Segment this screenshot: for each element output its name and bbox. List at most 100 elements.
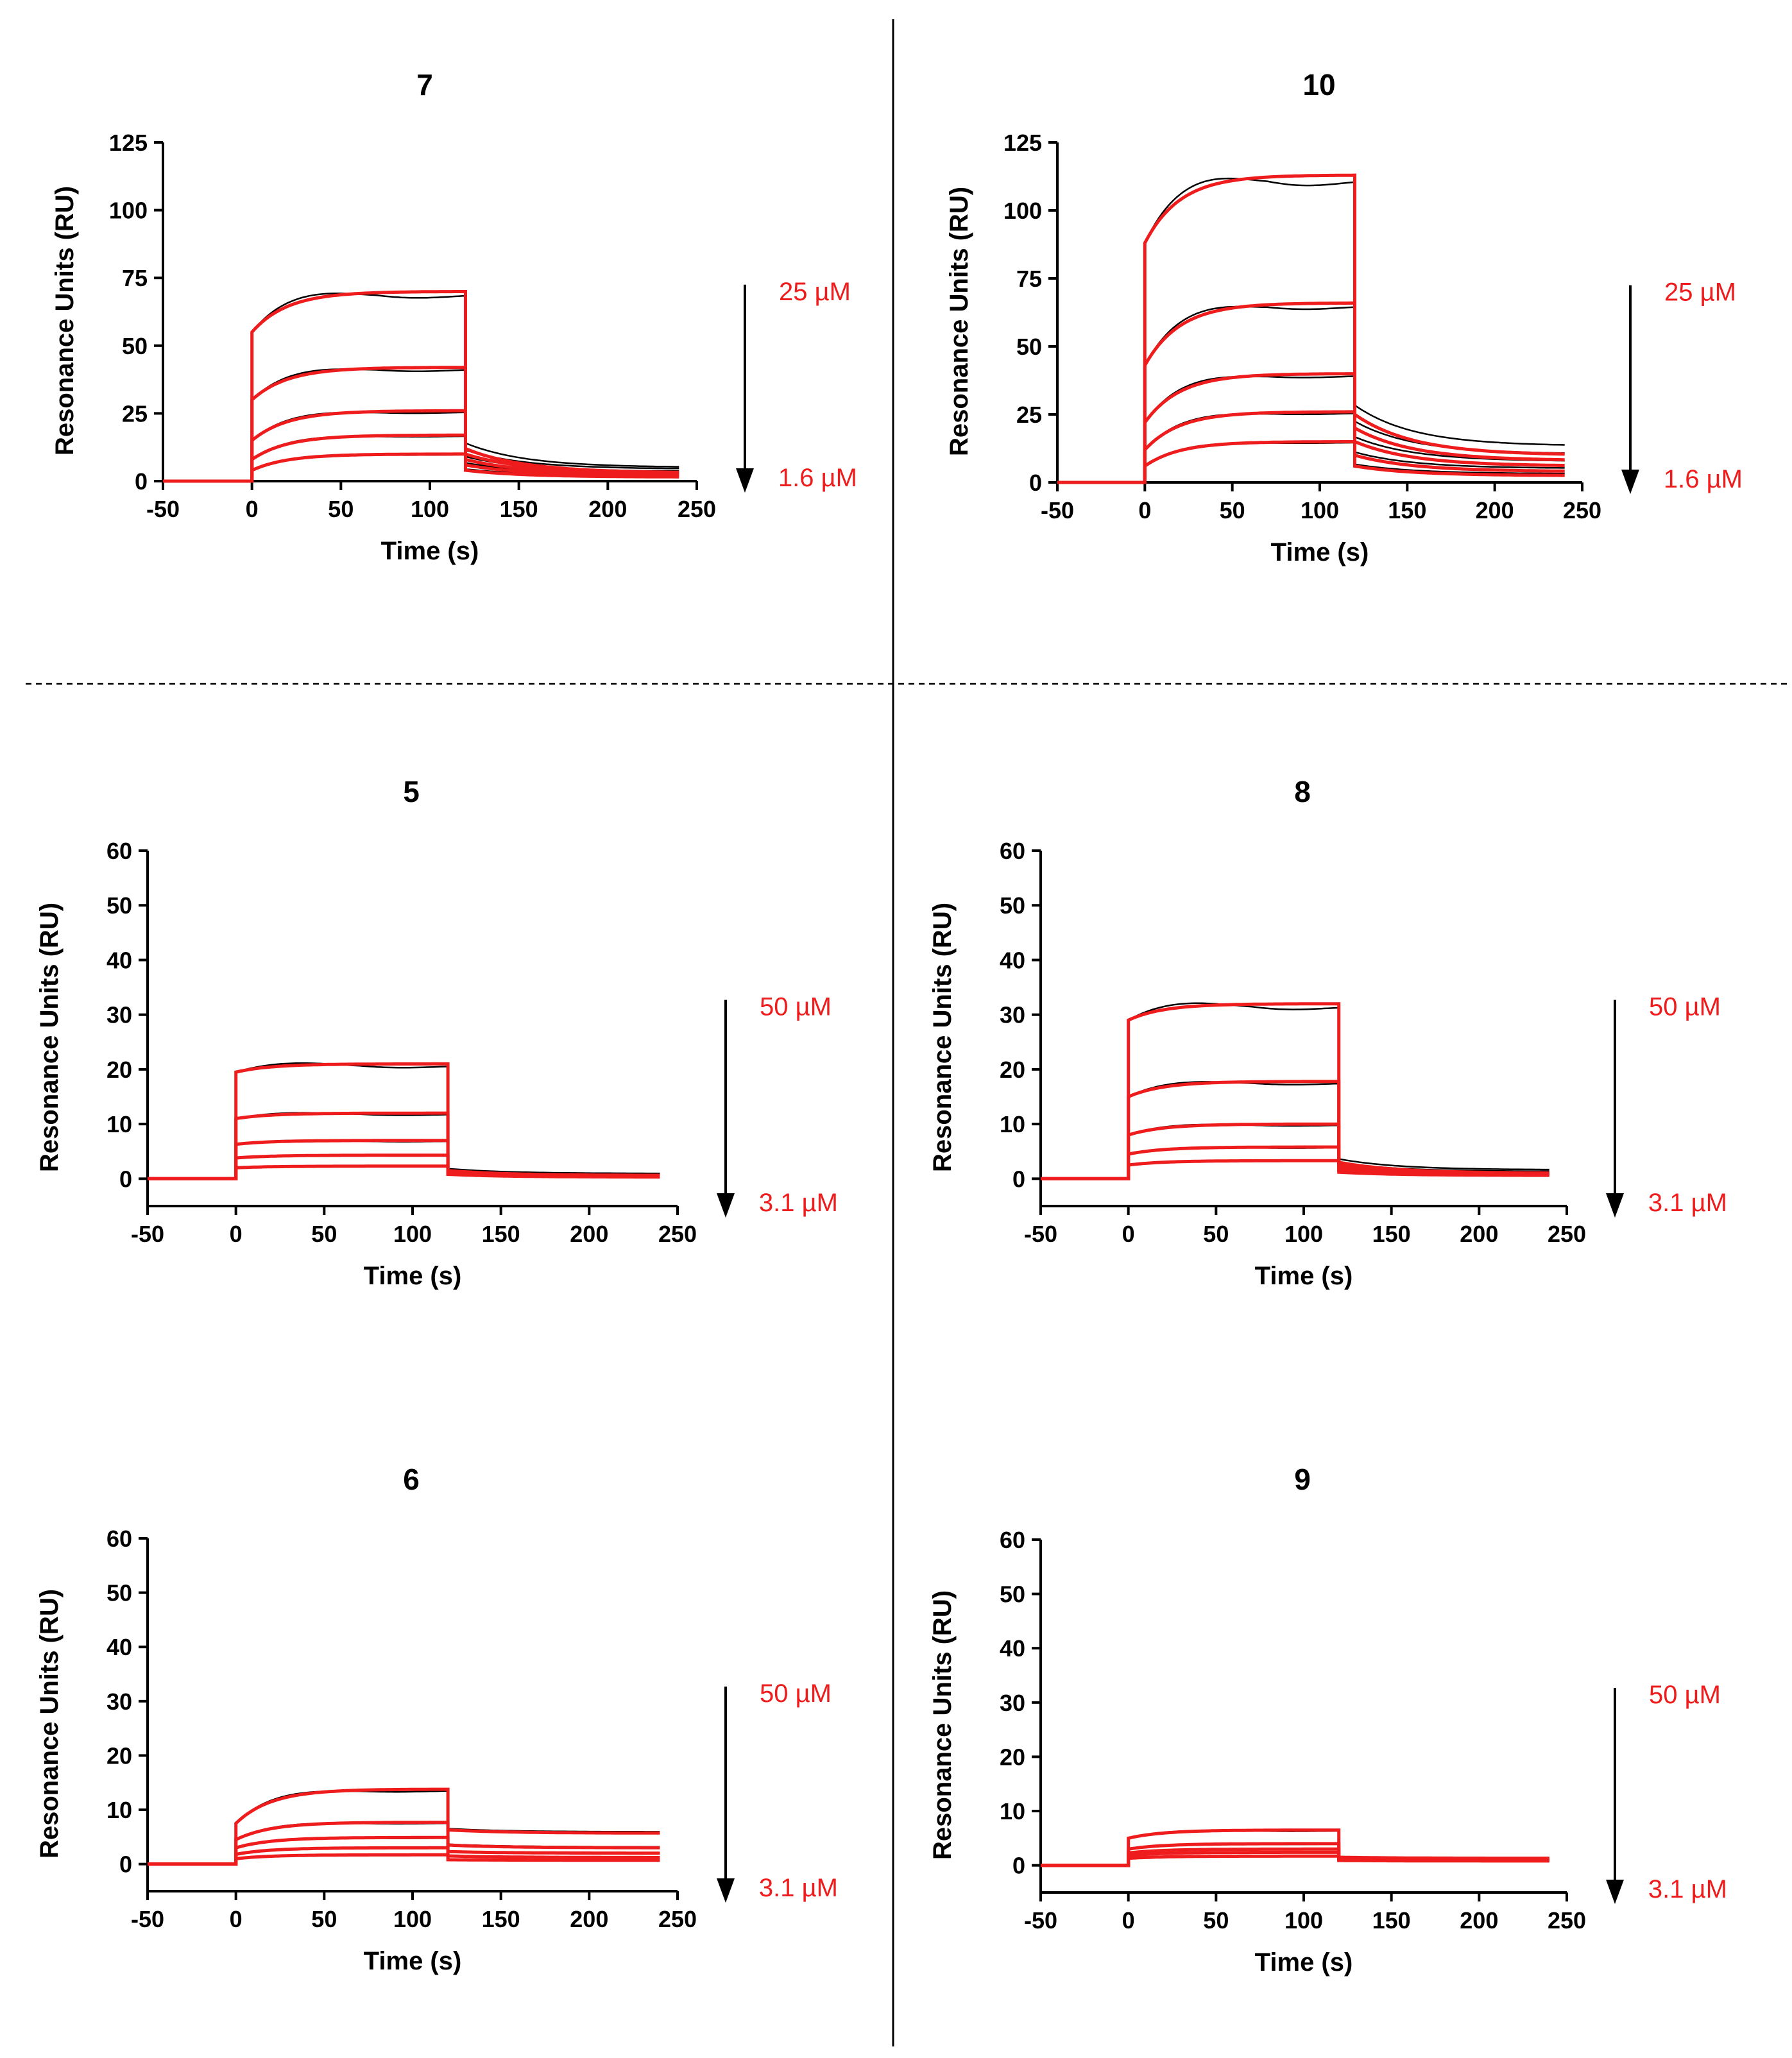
x-tick-label: 0: [246, 496, 259, 522]
y-tick-label: 100: [109, 198, 148, 224]
x-tick-label: 200: [1476, 497, 1514, 523]
panel-title: 5: [403, 775, 420, 808]
panel-title: 7: [416, 68, 433, 101]
conc-high-label: 50 µM: [760, 993, 832, 1021]
x-tick-label: 50: [311, 1906, 337, 1932]
y-tick-label: 20: [107, 1057, 132, 1083]
x-tick-label: 100: [1301, 497, 1339, 523]
fit-line-5: [1057, 440, 1565, 484]
y-tick-label: 20: [1000, 1057, 1025, 1083]
x-tick-label: 50: [328, 496, 354, 522]
fit-line-1: [1041, 1002, 1549, 1180]
y-tick-label: 0: [1012, 1853, 1025, 1879]
y-tick-label: 60: [1000, 838, 1025, 864]
down-arrow-icon: [1606, 1880, 1624, 1904]
x-tick-label: 150: [1388, 497, 1426, 523]
data-trace-2: [163, 368, 679, 482]
x-tick-label: 250: [1548, 1221, 1586, 1247]
y-tick-label: 125: [1003, 130, 1042, 156]
conc-high-label: 25 µM: [1664, 278, 1736, 307]
conc-high-label: 50 µM: [760, 1680, 832, 1708]
x-tick-label: 200: [570, 1221, 608, 1247]
x-tick-label: 150: [1372, 1221, 1411, 1247]
x-tick-label: 50: [311, 1221, 337, 1247]
x-tick-label: 200: [588, 496, 627, 522]
y-tick-label: 60: [107, 838, 132, 864]
x-tick-label: 0: [1122, 1907, 1135, 1934]
x-tick-label: 100: [1284, 1221, 1323, 1247]
conc-low-label: 3.1 µM: [1648, 1189, 1727, 1217]
y-tick-label: 30: [1000, 1690, 1025, 1716]
y-tick-label: 20: [107, 1742, 132, 1769]
x-tick-label: 50: [1203, 1907, 1229, 1934]
down-arrow-icon: [736, 468, 754, 493]
x-tick-label: 250: [1548, 1907, 1586, 1934]
x-tick-label: 0: [230, 1221, 243, 1247]
panel-title: 6: [403, 1463, 420, 1496]
y-tick-label: 25: [122, 400, 148, 427]
fit-line-4: [1057, 410, 1565, 484]
conc-low-label: 1.6 µM: [778, 464, 857, 492]
y-axis-label: Resonance Units (RU): [945, 187, 973, 456]
x-tick-label: 200: [1460, 1221, 1498, 1247]
fit-line-2: [1041, 1080, 1549, 1180]
y-tick-label: 50: [107, 1580, 132, 1606]
fit-line-3: [1057, 372, 1565, 484]
x-tick-label: 50: [1203, 1221, 1229, 1247]
chart-panel-9: 9 0 10 20 30 40 50 60 -50 0 50 100 150 200 250 Time (s)…: [928, 1463, 1727, 1977]
fit-line-3: [148, 1835, 660, 1866]
conc-high-label: 25 µM: [779, 278, 851, 306]
data-trace-1: [163, 293, 679, 482]
fit-line-1: [1057, 173, 1565, 484]
y-tick-label: 40: [1000, 1635, 1025, 1662]
panel-title: 8: [1294, 775, 1311, 808]
conc-low-label: 1.6 µM: [1664, 465, 1743, 493]
down-arrow-icon: [1606, 1193, 1624, 1218]
x-tick-label: 150: [482, 1221, 520, 1247]
panel-title: 9: [1294, 1463, 1311, 1496]
y-tick-label: 25: [1016, 402, 1042, 428]
fit-line-5: [163, 452, 679, 483]
x-tick-label: 100: [1284, 1907, 1323, 1934]
x-tick-label: 0: [1138, 497, 1151, 523]
conc-high-label: 50 µM: [1649, 1681, 1721, 1709]
x-axis-label: Time (s): [1255, 1262, 1353, 1290]
y-tick-label: 30: [107, 1688, 132, 1715]
x-tick-label: 250: [658, 1906, 697, 1932]
y-tick-label: 60: [1000, 1527, 1025, 1553]
x-tick-label: -50: [1041, 497, 1074, 523]
y-tick-label: 30: [1000, 1002, 1025, 1028]
y-tick-label: 10: [107, 1111, 132, 1137]
data-trace-2: [148, 1112, 660, 1180]
x-axis-label: Time (s): [381, 537, 479, 565]
y-tick-label: 125: [109, 130, 148, 156]
x-tick-label: 150: [500, 496, 538, 522]
x-tick-label: 200: [570, 1906, 608, 1932]
x-tick-label: 100: [393, 1906, 432, 1932]
y-tick-label: 30: [107, 1002, 132, 1028]
fit-line-5: [1041, 1854, 1549, 1867]
y-tick-label: 0: [119, 1851, 132, 1878]
x-tick-label: 250: [658, 1221, 697, 1247]
x-tick-label: 50: [1220, 497, 1245, 523]
x-tick-label: 150: [482, 1906, 520, 1932]
y-tick-label: 50: [122, 333, 148, 359]
fit-line-5: [148, 1164, 660, 1180]
down-arrow-icon: [717, 1878, 735, 1903]
fit-line-5: [148, 1853, 660, 1866]
x-tick-label: -50: [1024, 1907, 1057, 1934]
y-axis-label: Resonance Units (RU): [35, 1589, 64, 1858]
fit-line-2: [148, 1821, 660, 1866]
data-trace-1: [1057, 177, 1565, 484]
fit-line-4: [163, 433, 679, 483]
y-tick-label: 0: [119, 1166, 132, 1192]
y-tick-label: 75: [122, 265, 148, 291]
fit-line-1: [148, 1787, 660, 1866]
panel-title: 10: [1302, 68, 1335, 101]
y-axis-label: Resonance Units (RU): [35, 903, 64, 1172]
y-tick-label: 50: [1016, 334, 1042, 360]
y-axis-label: Resonance Units (RU): [51, 186, 79, 455]
